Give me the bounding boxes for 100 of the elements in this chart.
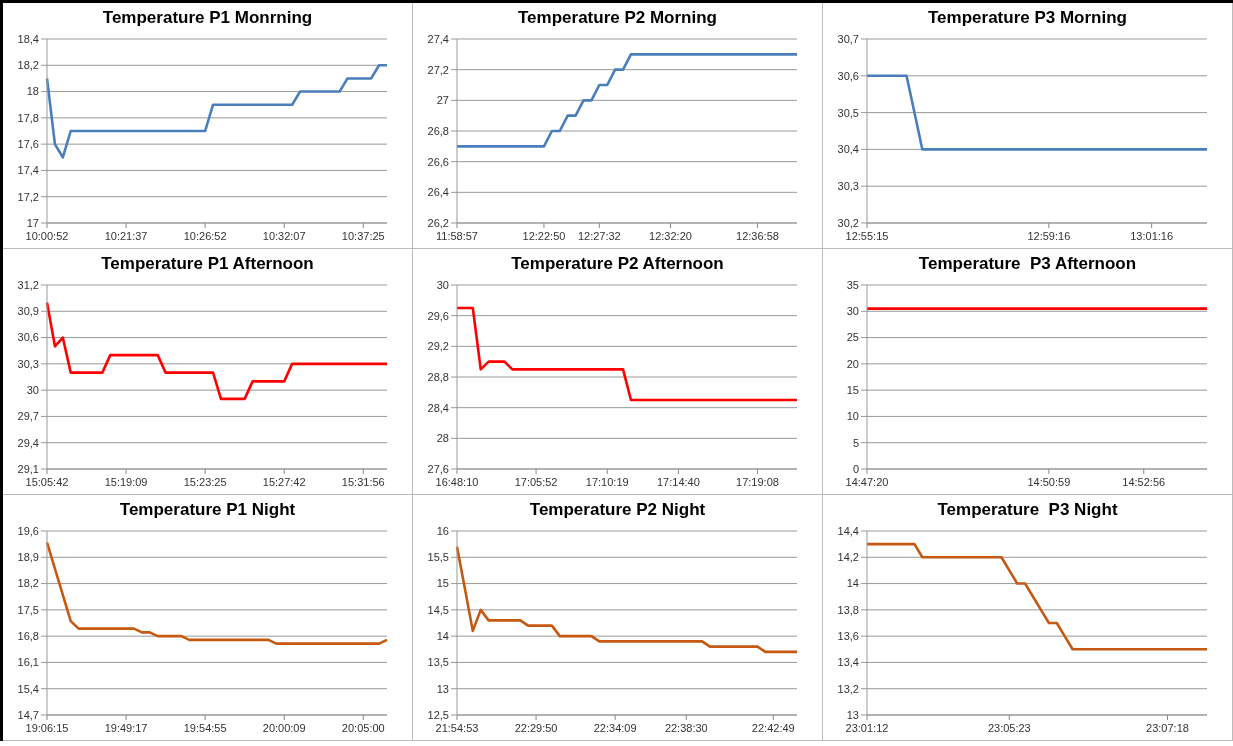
x-tick-label: 11:58:57 bbox=[435, 230, 479, 242]
y-tick-label: 28,4 bbox=[427, 401, 449, 414]
x-tick-label: 12:22:50 bbox=[522, 230, 566, 242]
y-tick-label: 27,2 bbox=[427, 63, 449, 76]
y-tick-label: 18,2 bbox=[17, 577, 39, 590]
y-tick-label: 14,4 bbox=[837, 524, 859, 537]
y-tick-label: 26,6 bbox=[427, 155, 449, 168]
y-tick-label: 17,6 bbox=[17, 138, 39, 151]
x-tick-label: 23:05:23 bbox=[987, 722, 1031, 734]
y-tick-label: 28 bbox=[436, 432, 449, 445]
y-tick-label: 30 bbox=[436, 278, 449, 291]
y-tick-label: 13,6 bbox=[837, 630, 859, 643]
y-tick-label: 14,2 bbox=[837, 551, 859, 564]
y-tick-label: 14,5 bbox=[427, 603, 449, 616]
y-tick-label: 14 bbox=[846, 577, 859, 590]
x-tick-label: 15:05:42 bbox=[25, 476, 69, 488]
x-tick-label: 13:01:16 bbox=[1130, 230, 1174, 242]
x-tick-label: 15:27:42 bbox=[262, 476, 306, 488]
y-tick-label: 17,5 bbox=[17, 603, 39, 616]
x-tick-label: 16:48:10 bbox=[435, 476, 479, 488]
y-tick-label: 13,2 bbox=[837, 682, 859, 695]
y-tick-label: 13,4 bbox=[837, 656, 859, 669]
y-tick-label: 30,9 bbox=[17, 305, 39, 318]
y-tick-label: 17,2 bbox=[17, 190, 39, 203]
y-tick-label: 30 bbox=[846, 305, 859, 318]
chart-title: Temperature P3 Morning bbox=[927, 7, 1128, 29]
y-tick-label: 26,2 bbox=[427, 216, 449, 229]
y-tick-label: 18,2 bbox=[17, 59, 39, 72]
y-tick-label: 27,4 bbox=[427, 32, 449, 45]
x-tick-label: 17:10:19 bbox=[585, 476, 629, 488]
y-tick-label: 20 bbox=[846, 357, 859, 370]
y-tick-label: 0 bbox=[852, 462, 859, 475]
y-tick-label: 30,4 bbox=[837, 143, 859, 156]
x-tick-label: 15:31:56 bbox=[341, 476, 385, 488]
x-tick-label: 19:06:15 bbox=[25, 722, 69, 734]
x-tick-label: 17:05:52 bbox=[514, 476, 558, 488]
y-tick-label: 30,6 bbox=[17, 331, 39, 344]
y-tick-label: 13 bbox=[436, 682, 449, 695]
x-tick-label: 12:27:32 bbox=[577, 230, 621, 242]
x-tick-label: 15:19:09 bbox=[104, 476, 148, 488]
y-tick-label: 5 bbox=[852, 436, 859, 449]
chart-title: Temperature P3 Night bbox=[936, 499, 1119, 521]
chart-title: Temperature P2 Afternoon bbox=[510, 253, 725, 275]
y-tick-label: 30,3 bbox=[837, 180, 859, 193]
y-tick-label: 16,1 bbox=[17, 656, 39, 669]
x-tick-label: 23:01:12 bbox=[845, 722, 889, 734]
y-tick-label: 30,2 bbox=[837, 216, 859, 229]
y-tick-label: 13 bbox=[846, 708, 859, 721]
y-tick-label: 12,5 bbox=[427, 708, 449, 721]
x-tick-label: 10:26:52 bbox=[183, 230, 227, 242]
y-tick-label: 13,5 bbox=[427, 656, 449, 669]
x-tick-label: 19:49:17 bbox=[104, 722, 148, 734]
y-tick-label: 15,4 bbox=[17, 682, 39, 695]
y-tick-label: 16,8 bbox=[17, 630, 39, 643]
y-tick-label: 18 bbox=[26, 85, 39, 98]
x-tick-label: 10:00:52 bbox=[25, 230, 69, 242]
x-tick-label: 19:54:55 bbox=[183, 722, 227, 734]
y-tick-label: 30,6 bbox=[837, 69, 859, 82]
x-tick-label: 12:36:58 bbox=[736, 230, 779, 242]
y-tick-label: 17,8 bbox=[17, 111, 39, 124]
y-tick-label: 29,1 bbox=[17, 462, 39, 475]
y-tick-label: 10 bbox=[846, 410, 859, 423]
chart-title: Temperature P3 Afternoon bbox=[917, 253, 1138, 275]
y-tick-label: 27,6 bbox=[427, 462, 449, 475]
x-tick-label: 20:05:00 bbox=[341, 722, 385, 734]
y-tick-label: 17 bbox=[26, 216, 39, 229]
x-tick-label: 22:34:09 bbox=[593, 722, 637, 734]
chart-title: Temperature P1 Monrning bbox=[101, 7, 314, 29]
x-tick-label: 20:00:09 bbox=[262, 722, 306, 734]
y-tick-label: 26,4 bbox=[427, 186, 449, 199]
y-tick-label: 29,2 bbox=[427, 340, 449, 353]
y-tick-label: 18,4 bbox=[17, 32, 39, 45]
x-tick-label: 12:32:20 bbox=[649, 230, 692, 242]
x-tick-label: 14:47:20 bbox=[845, 476, 889, 488]
x-tick-label: 17:14:40 bbox=[656, 476, 700, 488]
y-tick-label: 30,3 bbox=[17, 357, 39, 370]
y-tick-label: 30 bbox=[26, 384, 39, 397]
chart-title: Temperature P1 Night bbox=[118, 499, 297, 521]
y-tick-label: 28,8 bbox=[427, 370, 449, 383]
x-tick-label: 17:19:08 bbox=[736, 476, 779, 488]
y-tick-label: 29,6 bbox=[427, 309, 449, 322]
x-tick-label: 14:50:59 bbox=[1027, 476, 1071, 488]
x-tick-label: 10:32:07 bbox=[262, 230, 306, 242]
y-tick-label: 15,5 bbox=[427, 551, 449, 564]
y-tick-label: 14,7 bbox=[17, 708, 39, 721]
x-tick-label: 22:29:50 bbox=[514, 722, 558, 734]
x-tick-label: 15:23:25 bbox=[183, 476, 227, 488]
x-tick-label: 10:21:37 bbox=[104, 230, 148, 242]
y-tick-label: 18,9 bbox=[17, 551, 39, 564]
chart-title: Temperature P1 Afternoon bbox=[100, 253, 315, 275]
y-tick-label: 15 bbox=[846, 384, 859, 397]
x-tick-label: 10:37:25 bbox=[341, 230, 385, 242]
x-tick-label: 22:38:30 bbox=[664, 722, 708, 734]
x-tick-label: 22:42:49 bbox=[751, 722, 795, 734]
y-tick-label: 15 bbox=[436, 577, 449, 590]
x-tick-label: 12:55:15 bbox=[845, 230, 889, 242]
x-tick-label: 12:59:16 bbox=[1027, 230, 1071, 242]
y-tick-label: 29,7 bbox=[17, 410, 39, 423]
y-tick-label: 19,6 bbox=[17, 524, 39, 537]
y-tick-label: 27 bbox=[436, 94, 449, 107]
